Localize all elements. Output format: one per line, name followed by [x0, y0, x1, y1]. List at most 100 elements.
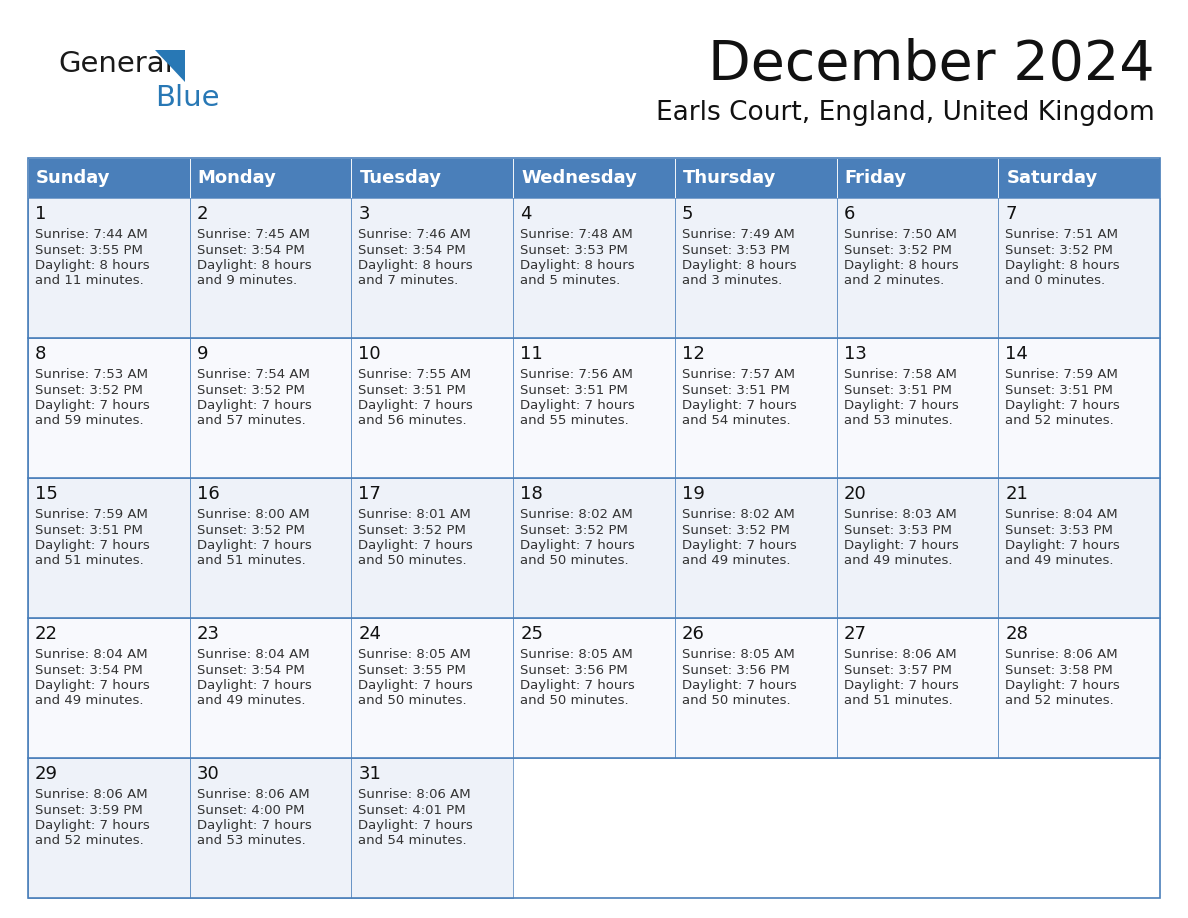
Text: Daylight: 7 hours: Daylight: 7 hours [197, 539, 311, 552]
Text: 3: 3 [359, 205, 369, 223]
Text: Sunrise: 8:02 AM: Sunrise: 8:02 AM [520, 508, 633, 521]
Text: and 50 minutes.: and 50 minutes. [682, 695, 790, 708]
Text: Sunrise: 8:03 AM: Sunrise: 8:03 AM [843, 508, 956, 521]
Bar [29, 478, 190, 618]
Text: 31: 31 [359, 765, 381, 783]
Text: Sunset: 3:52 PM: Sunset: 3:52 PM [197, 523, 304, 536]
Bar [352, 618, 513, 758]
Text: 21: 21 [1005, 485, 1028, 503]
Bar [836, 198, 998, 338]
Text: 23: 23 [197, 625, 220, 643]
Bar [998, 338, 1159, 478]
Text: Daylight: 7 hours: Daylight: 7 hours [682, 399, 797, 412]
Text: 8: 8 [34, 345, 46, 363]
Text: and 51 minutes.: and 51 minutes. [197, 554, 305, 567]
Text: Daylight: 7 hours: Daylight: 7 hours [1005, 399, 1120, 412]
Text: and 52 minutes.: and 52 minutes. [1005, 695, 1114, 708]
Text: Sunday: Sunday [36, 169, 110, 187]
Text: Sunset: 4:01 PM: Sunset: 4:01 PM [359, 803, 466, 816]
Text: Sunrise: 8:06 AM: Sunrise: 8:06 AM [843, 648, 956, 661]
Text: Sunset: 4:00 PM: Sunset: 4:00 PM [197, 803, 304, 816]
Text: and 50 minutes.: and 50 minutes. [359, 695, 467, 708]
Bar [29, 158, 1159, 898]
Text: Sunrise: 7:58 AM: Sunrise: 7:58 AM [843, 368, 956, 381]
Text: Saturday: Saturday [1006, 169, 1098, 187]
Text: Daylight: 7 hours: Daylight: 7 hours [34, 399, 150, 412]
Text: 7: 7 [1005, 205, 1017, 223]
Text: 18: 18 [520, 485, 543, 503]
Text: Sunrise: 7:57 AM: Sunrise: 7:57 AM [682, 368, 795, 381]
Text: Sunset: 3:54 PM: Sunset: 3:54 PM [34, 664, 143, 677]
Text: Sunrise: 8:05 AM: Sunrise: 8:05 AM [682, 648, 795, 661]
Text: Daylight: 7 hours: Daylight: 7 hours [843, 399, 959, 412]
Text: 19: 19 [682, 485, 704, 503]
Text: and 55 minutes.: and 55 minutes. [520, 415, 628, 428]
Bar [190, 478, 352, 618]
Text: 6: 6 [843, 205, 855, 223]
Bar [190, 618, 352, 758]
Text: Sunrise: 7:50 AM: Sunrise: 7:50 AM [843, 228, 956, 241]
Bar [190, 758, 352, 898]
Text: 2: 2 [197, 205, 208, 223]
Text: Sunset: 3:52 PM: Sunset: 3:52 PM [197, 384, 304, 397]
Text: and 54 minutes.: and 54 minutes. [359, 834, 467, 847]
Text: Sunrise: 8:06 AM: Sunrise: 8:06 AM [359, 788, 472, 801]
Text: Sunset: 3:51 PM: Sunset: 3:51 PM [682, 384, 790, 397]
Text: Tuesday: Tuesday [360, 169, 442, 187]
Text: Sunrise: 8:04 AM: Sunrise: 8:04 AM [1005, 508, 1118, 521]
Bar [352, 478, 513, 618]
Text: Wednesday: Wednesday [522, 169, 637, 187]
Text: 16: 16 [197, 485, 220, 503]
Text: Daylight: 8 hours: Daylight: 8 hours [34, 259, 150, 272]
Bar [675, 478, 836, 618]
Text: and 52 minutes.: and 52 minutes. [1005, 415, 1114, 428]
Text: and 2 minutes.: and 2 minutes. [843, 274, 943, 287]
Bar [29, 618, 190, 758]
Text: Sunset: 3:58 PM: Sunset: 3:58 PM [1005, 664, 1113, 677]
Text: and 11 minutes.: and 11 minutes. [34, 274, 144, 287]
Text: and 53 minutes.: and 53 minutes. [843, 415, 953, 428]
Text: and 0 minutes.: and 0 minutes. [1005, 274, 1105, 287]
Bar [675, 158, 836, 198]
Text: and 51 minutes.: and 51 minutes. [843, 695, 953, 708]
Text: 9: 9 [197, 345, 208, 363]
Text: Sunrise: 8:04 AM: Sunrise: 8:04 AM [197, 648, 309, 661]
Text: Sunrise: 7:45 AM: Sunrise: 7:45 AM [197, 228, 310, 241]
Text: Sunset: 3:53 PM: Sunset: 3:53 PM [520, 243, 628, 256]
Text: Daylight: 8 hours: Daylight: 8 hours [520, 259, 634, 272]
Text: Sunset: 3:57 PM: Sunset: 3:57 PM [843, 664, 952, 677]
Text: Daylight: 8 hours: Daylight: 8 hours [197, 259, 311, 272]
Text: 22: 22 [34, 625, 58, 643]
Text: Daylight: 7 hours: Daylight: 7 hours [520, 399, 634, 412]
Text: 30: 30 [197, 765, 220, 783]
Text: Sunrise: 7:49 AM: Sunrise: 7:49 AM [682, 228, 795, 241]
Text: Sunset: 3:52 PM: Sunset: 3:52 PM [520, 523, 628, 536]
Text: Sunrise: 8:06 AM: Sunrise: 8:06 AM [197, 788, 309, 801]
Text: Sunrise: 7:46 AM: Sunrise: 7:46 AM [359, 228, 472, 241]
Text: Sunset: 3:51 PM: Sunset: 3:51 PM [520, 384, 628, 397]
Text: Sunrise: 7:54 AM: Sunrise: 7:54 AM [197, 368, 310, 381]
Text: Sunrise: 8:06 AM: Sunrise: 8:06 AM [34, 788, 147, 801]
Bar [352, 758, 513, 898]
Text: 29: 29 [34, 765, 58, 783]
Text: Daylight: 7 hours: Daylight: 7 hours [197, 679, 311, 692]
Text: and 56 minutes.: and 56 minutes. [359, 415, 467, 428]
Text: and 54 minutes.: and 54 minutes. [682, 415, 790, 428]
Bar [836, 158, 998, 198]
Text: and 49 minutes.: and 49 minutes. [843, 554, 952, 567]
Text: 10: 10 [359, 345, 381, 363]
Text: Sunset: 3:52 PM: Sunset: 3:52 PM [359, 523, 467, 536]
Text: and 50 minutes.: and 50 minutes. [359, 554, 467, 567]
Text: Daylight: 7 hours: Daylight: 7 hours [197, 399, 311, 412]
Text: Sunset: 3:51 PM: Sunset: 3:51 PM [843, 384, 952, 397]
Text: Daylight: 7 hours: Daylight: 7 hours [34, 679, 150, 692]
Text: Sunset: 3:51 PM: Sunset: 3:51 PM [359, 384, 467, 397]
Text: Daylight: 7 hours: Daylight: 7 hours [34, 819, 150, 832]
Bar [513, 478, 675, 618]
Text: Daylight: 7 hours: Daylight: 7 hours [682, 679, 797, 692]
Text: Daylight: 7 hours: Daylight: 7 hours [843, 679, 959, 692]
Text: Sunrise: 8:05 AM: Sunrise: 8:05 AM [359, 648, 472, 661]
Text: Sunrise: 7:56 AM: Sunrise: 7:56 AM [520, 368, 633, 381]
Text: 12: 12 [682, 345, 704, 363]
Bar [29, 198, 190, 338]
